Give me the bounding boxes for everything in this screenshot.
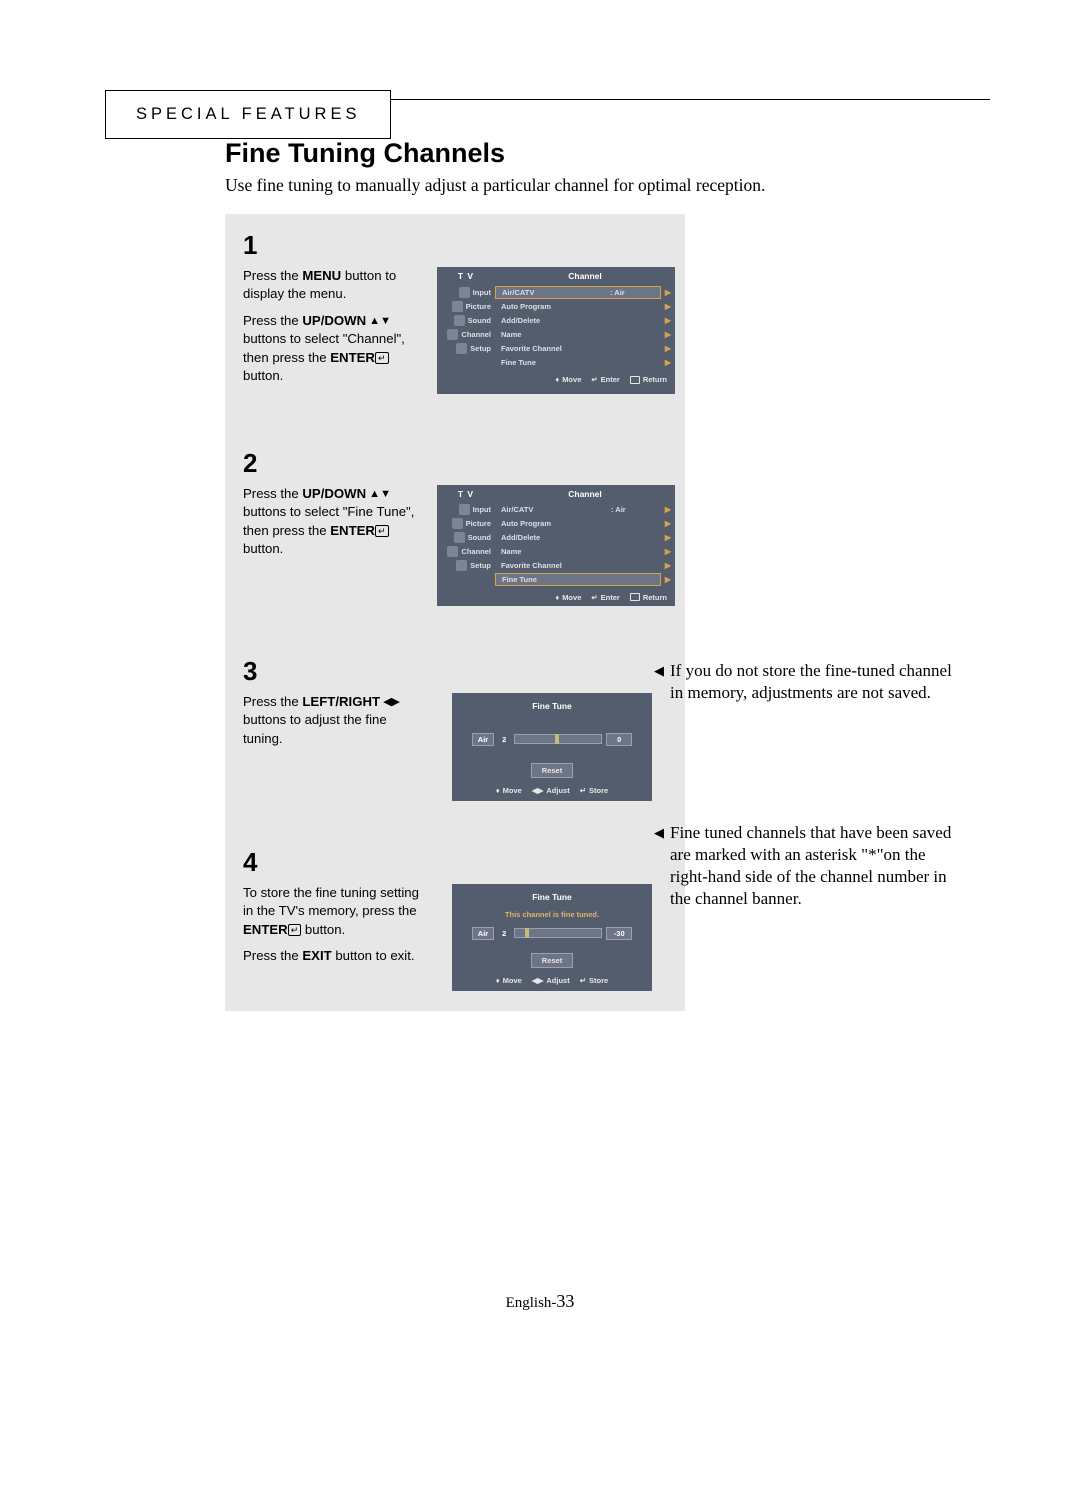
enter-icon: ↵ — [288, 924, 302, 936]
return-icon — [630, 376, 640, 384]
fine-tune-osd-1: Fine Tune Air 2 0 Reset ♦Move ◀▶Adjust ↵… — [452, 693, 652, 801]
enter-icon: ↵ — [375, 352, 389, 364]
move-icon: ♦ — [555, 375, 559, 384]
section-header-text: Special Features — [136, 105, 360, 123]
enter-osd-icon: ↵ — [591, 375, 597, 384]
step-2-text: Press the UP/DOWN ▲▼ buttons to select "… — [243, 485, 423, 606]
step-number: 1 — [243, 230, 667, 261]
step-1-text: Press the MENU button to display the men… — [243, 267, 423, 394]
reset-button: Reset — [531, 953, 573, 968]
step-2: 2 Press the UP/DOWN ▲▼ buttons to select… — [225, 414, 685, 626]
enter-icon: ↵ — [375, 525, 389, 537]
channel-icon — [447, 329, 458, 340]
sound-icon — [454, 315, 465, 326]
left-triangle-icon: ◀ — [654, 825, 664, 842]
picture-icon — [452, 301, 463, 312]
step-3-text: Press the LEFT/RIGHT ◀▶ buttons to adjus… — [243, 693, 423, 801]
leftright-icon: ◀▶ — [380, 696, 400, 708]
step-4-text: To store the fine tuning setting in the … — [243, 884, 423, 991]
fine-tune-slider — [514, 734, 602, 744]
setup-icon — [456, 343, 467, 354]
step-3: 3 Press the LEFT/RIGHT ◀▶ buttons to adj… — [225, 626, 685, 821]
left-triangle-icon: ◀ — [654, 663, 664, 680]
steps-container: 1 Press the MENU button to display the m… — [225, 214, 685, 1011]
page-title: Fine Tuning Channels — [225, 138, 1040, 169]
step-number: 2 — [243, 448, 667, 479]
side-note-2: ◀ Fine tuned channels that have been sav… — [670, 822, 960, 910]
step-4: 4 To store the fine tuning setting in th… — [225, 821, 685, 1011]
fine-tune-osd-2: Fine Tune This channel is fine tuned. Ai… — [452, 884, 652, 991]
osd-menu-1: T V Channel Input Air/CATV: Air ▶ Pictur… — [437, 267, 675, 394]
page-number: English-33 — [40, 1291, 1040, 1312]
updown-icon: ▲▼ — [366, 315, 391, 327]
osd-menu-2: T V Channel Input Air/CATV: Air ▶ Pictur… — [437, 485, 675, 606]
updown-icon: ▲▼ — [366, 488, 391, 500]
page-subtitle: Use fine tuning to manually adjust a par… — [225, 175, 1040, 196]
step-number: 3 — [243, 656, 667, 687]
input-icon — [459, 287, 470, 298]
step-number: 4 — [243, 847, 667, 878]
reset-button: Reset — [531, 763, 573, 778]
fine-tune-slider — [514, 928, 602, 938]
right-arrow-icon: ▶ — [661, 288, 675, 297]
section-header-box: Special Features — [105, 90, 391, 139]
step-1: 1 Press the MENU button to display the m… — [225, 214, 685, 414]
side-note-1: ◀ If you do not store the fine-tuned cha… — [670, 660, 960, 704]
